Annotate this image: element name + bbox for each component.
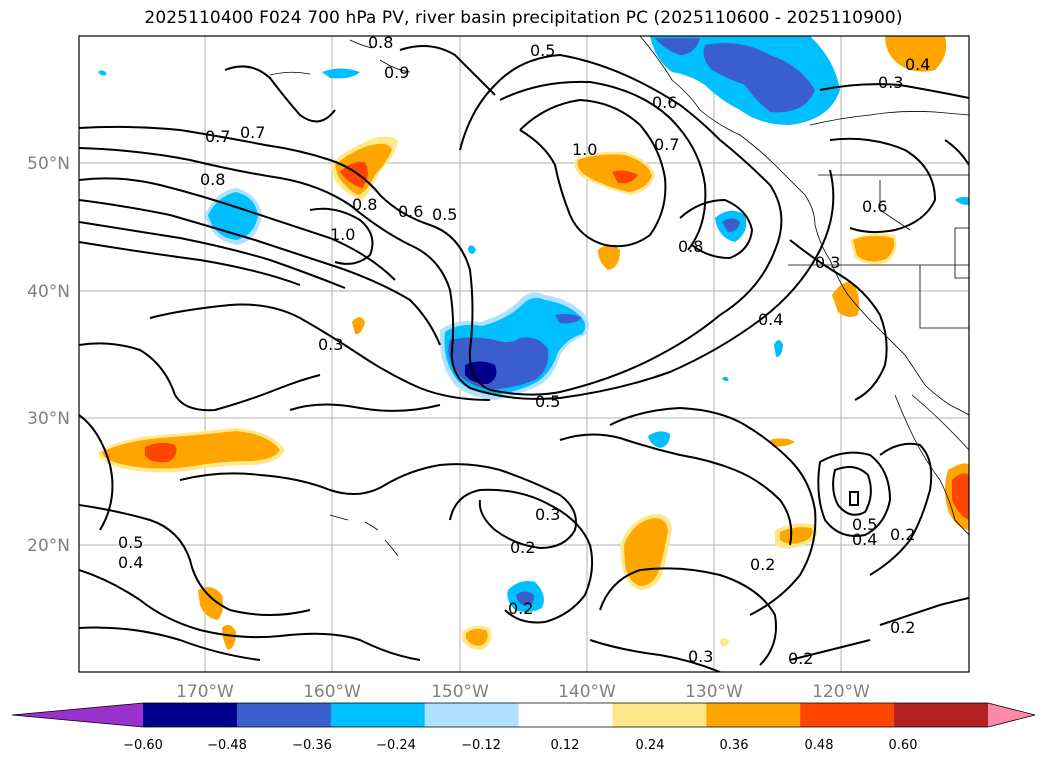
colorbar-cell <box>800 703 895 727</box>
contour-label: 0.2 <box>510 538 535 557</box>
contour-label: 1.0 <box>330 225 355 244</box>
contour-labels: 0.8 0.5 0.9 0.7 0.7 0.8 0.8 1.0 0.6 0.5 … <box>118 33 930 668</box>
contour-label: 1.0 <box>572 140 597 159</box>
contour-label: 0.9 <box>384 63 409 82</box>
colorbar: −0.60 −0.48 −0.36 −0.24 −0.12 0.12 0.24 … <box>11 702 1036 753</box>
colorbar-cell <box>330 703 426 727</box>
contour-label: 0.5 <box>535 392 560 411</box>
latitude-labels: 50°N 40°N 30°N 20°N <box>27 154 70 556</box>
colorbar-tick-label: −0.36 <box>292 738 332 753</box>
contour-label: 0.8 <box>352 195 377 214</box>
contour-label: 0.6 <box>652 93 677 112</box>
contour-label: 0.7 <box>240 123 265 142</box>
lat-label-50n: 50°N <box>27 154 70 174</box>
lon-label-170w: 170°W <box>176 682 234 702</box>
colorbar-tick-label: −0.48 <box>207 738 247 753</box>
contour-label: 0.7 <box>654 135 679 154</box>
contour-label: 0.4 <box>758 310 783 329</box>
lon-label-130w: 130°W <box>685 682 743 702</box>
colorbar-tick-label: −0.12 <box>461 738 501 753</box>
contour-label: 0.4 <box>905 55 930 74</box>
contour-label: 0.5 <box>530 41 555 60</box>
contour-label: 0.3 <box>878 73 903 92</box>
colorbar-tick-label: 0.60 <box>889 738 918 753</box>
lat-label-40n: 40°N <box>27 282 70 302</box>
pv-contours <box>79 45 969 672</box>
contour-label: 0.6 <box>398 202 423 221</box>
lon-label-140w: 140°W <box>558 682 616 702</box>
contour-label: 0.2 <box>750 555 775 574</box>
colorbar-tick-label: −0.60 <box>123 738 163 753</box>
colorbar-cell <box>143 703 238 727</box>
colorbar-tick-label: −0.24 <box>376 738 416 753</box>
contour-label: 0.3 <box>535 505 560 524</box>
lat-label-30n: 30°N <box>27 409 70 429</box>
colorbar-cell <box>706 703 801 727</box>
contour-label: 0.4 <box>118 553 143 572</box>
lon-label-160w: 160°W <box>303 682 361 702</box>
contour-label: 0.4 <box>852 530 877 549</box>
contour-label: 0.3 <box>815 253 840 272</box>
contour-label: 0.5 <box>118 533 143 552</box>
contour-label: 0.3 <box>688 647 713 666</box>
lon-label-120w: 120°W <box>812 682 870 702</box>
contour-label: 0.3 <box>318 335 343 354</box>
colorbar-cells <box>143 703 989 727</box>
contour-label: 0.7 <box>205 127 230 146</box>
map-title: 2025110400 F024 700 hPa PV, river basin … <box>144 8 903 28</box>
contour-label: 0.8 <box>368 33 393 52</box>
colorbar-extend-max <box>988 703 1035 727</box>
contour-label: 0.5 <box>432 205 457 224</box>
longitude-labels: 170°W 160°W 150°W 140°W 130°W 120°W <box>176 682 870 702</box>
contour-label: 0.2 <box>508 599 533 618</box>
contour-label: 0.8 <box>678 237 703 256</box>
contour-label: 0.2 <box>890 525 915 544</box>
colorbar-cell <box>894 703 989 727</box>
colorbar-tick-labels: −0.60 −0.48 −0.36 −0.24 −0.12 0.12 0.24 … <box>123 738 917 753</box>
colorbar-extend-min <box>12 703 143 727</box>
contour-label: 0.6 <box>862 197 887 216</box>
colorbar-cell <box>424 703 520 727</box>
contour-label: 0.2 <box>890 618 915 637</box>
colorbar-cell <box>518 703 613 727</box>
colorbar-tick-label: 0.12 <box>551 738 580 753</box>
map-frame <box>78 35 970 673</box>
lat-label-20n: 20°N <box>27 536 70 556</box>
contour-label: 0.2 <box>788 649 813 668</box>
colorbar-cell <box>236 703 332 727</box>
coastlines <box>269 36 969 557</box>
colorbar-cell <box>612 703 707 727</box>
lon-label-150w: 150°W <box>431 682 489 702</box>
colorbar-tick-label: 0.36 <box>720 738 749 753</box>
contour-label: 0.5 <box>852 515 877 534</box>
colorbar-tick-label: 0.24 <box>636 738 665 753</box>
colorbar-tick-label: 0.48 <box>805 738 834 753</box>
contour-label: 0.8 <box>200 170 225 189</box>
